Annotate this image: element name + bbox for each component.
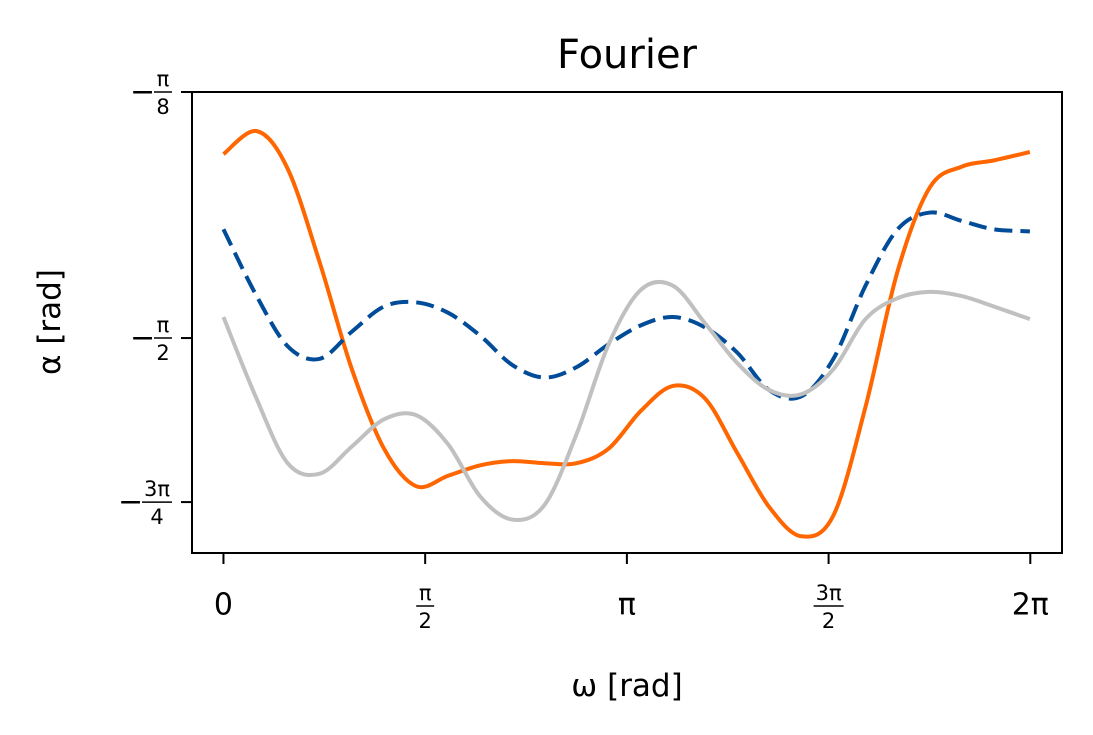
y-axis-ticks: − π8− π2− 3π4 [118, 67, 192, 529]
chart-title: Fourier [557, 32, 698, 78]
x-axis-label: ω [rad] [571, 668, 682, 704]
y-axis-label: α [rad] [32, 269, 68, 375]
tick-label-numerator: π [157, 67, 170, 91]
tick-label-minus: − [130, 75, 155, 110]
tick-label-denominator: 2 [418, 609, 431, 633]
tick-label-denominator: 2 [822, 609, 835, 633]
tick-label: 0 [214, 588, 233, 623]
tick-label-denominator: 4 [150, 505, 163, 529]
series-line-1 [222, 129, 1031, 539]
tick-label-denominator: 8 [156, 95, 169, 119]
tick-label: π [618, 588, 636, 623]
tick-label-minus: − [130, 321, 155, 356]
tick-label-numerator: 3π [144, 477, 170, 501]
tick-label-denominator: 2 [156, 341, 169, 365]
tick-label-numerator: π [157, 313, 170, 337]
tick-label: 2π [1012, 588, 1049, 623]
series-line-2 [221, 210, 1031, 401]
tick-label-minus: − [118, 485, 143, 520]
series-layer [221, 129, 1031, 539]
series-line-3 [221, 279, 1031, 522]
x-axis-ticks: 0 π2 π 3π2 2π [214, 553, 1049, 633]
tick-label-numerator: π [419, 581, 432, 605]
tick-label-numerator: 3π [816, 581, 842, 605]
